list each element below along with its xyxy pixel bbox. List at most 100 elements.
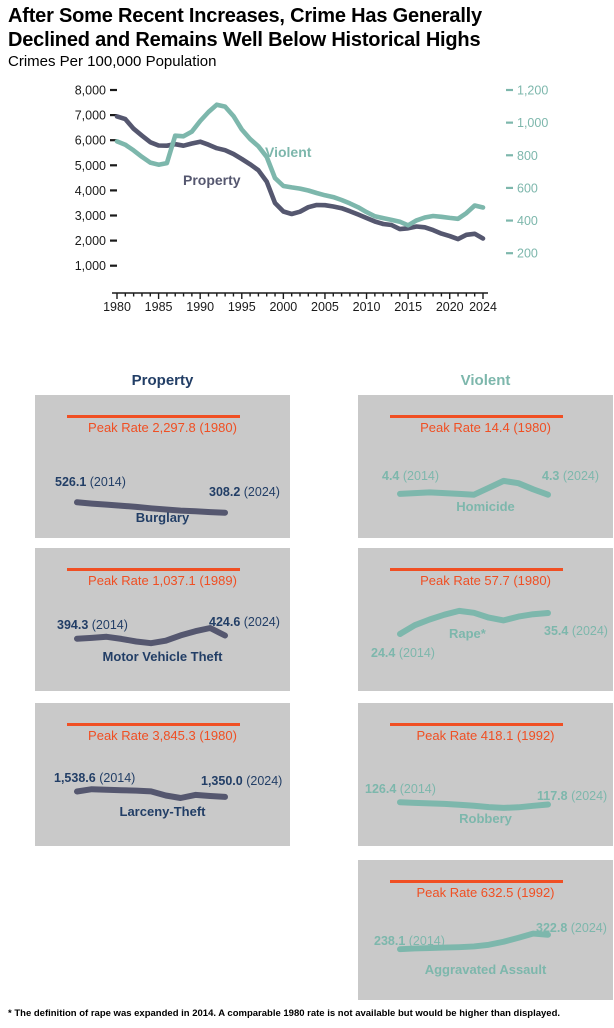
- end-value-label: 117.8 (2024): [537, 789, 607, 803]
- svg-text:1,000: 1,000: [517, 116, 548, 130]
- end-year: (2024): [246, 774, 283, 788]
- svg-text:1985: 1985: [145, 300, 173, 314]
- property-series-label: Property: [183, 172, 241, 188]
- peak-rate-label: Peak Rate 57.7 (1980): [420, 573, 551, 588]
- end-value: 424.6: [209, 615, 241, 629]
- series-name-label: Burglary: [135, 510, 190, 525]
- peak-rate-label: Peak Rate 632.5 (1992): [416, 885, 555, 900]
- series-name-label: Homicide: [456, 499, 515, 514]
- larceny-theft-sparkline: [74, 786, 228, 801]
- violent-line: [114, 102, 486, 228]
- start-value-label: 526.1 (2014): [55, 475, 126, 489]
- end-value-label: 4.3 (2024): [542, 469, 599, 483]
- sparkline-path: [397, 477, 551, 498]
- end-value: 1,350.0: [201, 774, 243, 788]
- start-value-label: 24.4 (2014): [371, 646, 435, 660]
- start-year: (2014): [402, 469, 440, 483]
- svg-text:1980: 1980: [103, 300, 131, 314]
- main-dual-axis-line-chart: 1980 1985 1990 1995 2000 2005 2010 2015 2020 2024…: [75, 84, 549, 315]
- start-value: 4.4: [382, 469, 400, 483]
- series-name-label: Larceny-Theft: [119, 804, 206, 819]
- sparkline-path: [397, 607, 551, 637]
- homicide-panel: Peak Rate 14.4 (1980) 4.4 (2014) 4.3 (20…: [358, 395, 613, 538]
- motor-vehicle-theft-sparkline: [74, 625, 228, 647]
- peak-rate-line: [390, 568, 563, 571]
- end-year: (2024): [562, 469, 600, 483]
- start-year: (2014): [408, 934, 445, 948]
- svg-text:1995: 1995: [228, 300, 256, 314]
- sparkline-path: [397, 930, 551, 953]
- violent-series-label: Violent: [265, 144, 312, 160]
- sparkline-path: [397, 799, 551, 811]
- svg-text:800: 800: [517, 149, 538, 163]
- figure-title-line1: After Some Recent Increases, Crime Has G…: [8, 5, 482, 27]
- rape-sparkline: [397, 607, 551, 637]
- end-value-label: 308.2 (2024): [209, 485, 280, 499]
- end-value-label: 1,350.0 (2024): [201, 774, 282, 788]
- right-axis: 200 400 600 800 1,000 1,200: [506, 84, 548, 261]
- end-value-label: 322.8 (2024): [536, 921, 607, 935]
- start-value: 238.1: [374, 934, 406, 948]
- peak-rate-line: [67, 723, 240, 726]
- peak-rate-label: Peak Rate 1,037.1 (1989): [88, 573, 237, 588]
- svg-text:1,200: 1,200: [517, 84, 548, 98]
- sparkline-path: [74, 499, 228, 516]
- end-year: (2024): [571, 789, 608, 803]
- start-value-label: 4.4 (2014): [382, 469, 439, 483]
- x-axis: 1980 1985 1990 1995 2000 2005 2010 2015 2020 2024: [103, 292, 497, 314]
- start-year: (2014): [398, 646, 435, 660]
- svg-text:2000: 2000: [269, 300, 297, 314]
- rape-panel: Peak Rate 57.7 (1980) 24.4 (2014) 35.4 (…: [358, 548, 613, 691]
- svg-text:3,000: 3,000: [75, 209, 106, 223]
- end-value: 322.8: [536, 921, 568, 935]
- svg-text:5,000: 5,000: [75, 159, 106, 173]
- svg-text:7,000: 7,000: [75, 109, 106, 123]
- start-value: 526.1: [55, 475, 87, 489]
- end-year: (2024): [571, 624, 608, 638]
- figure-title-line2: Declined and Remains Well Below Historic…: [8, 29, 481, 52]
- svg-text:2015: 2015: [394, 300, 422, 314]
- peak-rate-label: Peak Rate 14.4 (1980): [420, 420, 551, 435]
- start-value: 126.4: [365, 782, 397, 796]
- svg-text:200: 200: [517, 247, 538, 261]
- series-name-label: Robbery: [459, 811, 512, 826]
- series-name-label: Motor Vehicle Theft: [102, 649, 223, 664]
- violent-column-header: Violent: [460, 372, 511, 389]
- peak-rate-line: [67, 415, 240, 418]
- start-year: (2014): [399, 782, 436, 796]
- robbery-panel: Peak Rate 418.1 (1992) 126.4 (2014) 117.…: [358, 703, 613, 846]
- series-name-label: Aggravated Assault: [424, 962, 547, 977]
- peak-rate-line: [390, 415, 563, 418]
- start-year: (2014): [99, 771, 136, 785]
- end-value: 35.4: [544, 624, 569, 638]
- svg-text:2020: 2020: [436, 300, 464, 314]
- end-value-label: 424.6 (2024): [209, 615, 280, 629]
- end-value: 117.8: [537, 789, 568, 803]
- aggravated-assault-panel: Peak Rate 632.5 (1992) 238.1 (2014) 322.…: [358, 860, 613, 1000]
- svg-text:8,000: 8,000: [75, 84, 106, 98]
- figure-title: After Some Recent Increases, Crime Has G…: [8, 4, 588, 53]
- larceny-theft-panel: Peak Rate 3,845.3 (1980) 1,538.6 (2014) …: [35, 703, 290, 846]
- end-value-label: 35.4 (2024): [544, 624, 608, 638]
- peak-rate-line: [390, 880, 563, 883]
- peak-rate-label: Peak Rate 2,297.8 (1980): [88, 420, 237, 435]
- start-year: (2014): [91, 618, 128, 632]
- svg-text:1990: 1990: [186, 300, 214, 314]
- homicide-sparkline: [397, 477, 551, 498]
- peak-rate-line: [390, 723, 563, 726]
- svg-text:400: 400: [517, 214, 538, 228]
- burglary-panel: Peak Rate 2,297.8 (1980) 526.1 (2014) 30…: [35, 395, 290, 538]
- start-value: 394.3: [57, 618, 89, 632]
- svg-text:2,000: 2,000: [75, 234, 106, 248]
- start-year: (2014): [89, 475, 126, 489]
- aggravated-assault-sparkline: [397, 930, 551, 953]
- sparkline-path: [74, 625, 228, 647]
- svg-text:2024: 2024: [469, 300, 497, 314]
- svg-text:2005: 2005: [311, 300, 339, 314]
- series-name-label: Rape*: [449, 626, 486, 641]
- svg-text:4,000: 4,000: [75, 184, 106, 198]
- property-line: [114, 114, 486, 242]
- robbery-sparkline: [397, 799, 551, 811]
- start-value: 1,538.6: [54, 771, 96, 785]
